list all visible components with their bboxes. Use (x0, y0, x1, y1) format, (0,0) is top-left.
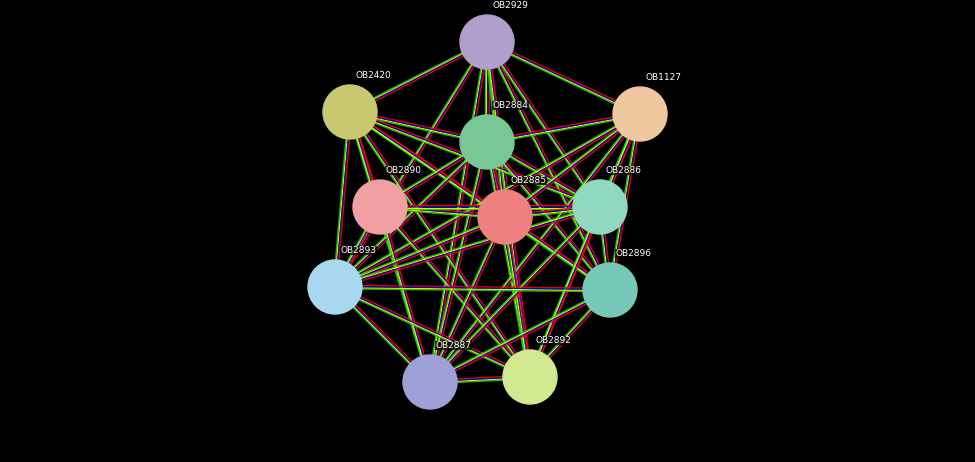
Circle shape (583, 263, 637, 317)
Circle shape (573, 180, 627, 234)
Text: OB1127: OB1127 (645, 73, 682, 82)
Text: OB2887: OB2887 (436, 341, 471, 350)
Circle shape (460, 15, 514, 69)
Circle shape (353, 180, 407, 234)
Text: OB2886: OB2886 (605, 166, 642, 175)
Circle shape (403, 355, 457, 409)
Circle shape (478, 190, 532, 244)
Circle shape (323, 85, 377, 139)
Circle shape (613, 87, 667, 141)
Text: OB2896: OB2896 (615, 249, 651, 258)
Text: OB2890: OB2890 (385, 166, 421, 175)
Text: OB2892: OB2892 (535, 336, 571, 345)
Text: OB2929: OB2929 (492, 1, 528, 10)
Circle shape (308, 260, 362, 314)
Text: OB2420: OB2420 (356, 71, 391, 80)
Circle shape (460, 115, 514, 169)
Circle shape (503, 350, 557, 404)
Text: OB2884: OB2884 (492, 101, 528, 110)
Text: OB2893: OB2893 (340, 246, 376, 255)
Text: OB2885: OB2885 (510, 176, 546, 185)
